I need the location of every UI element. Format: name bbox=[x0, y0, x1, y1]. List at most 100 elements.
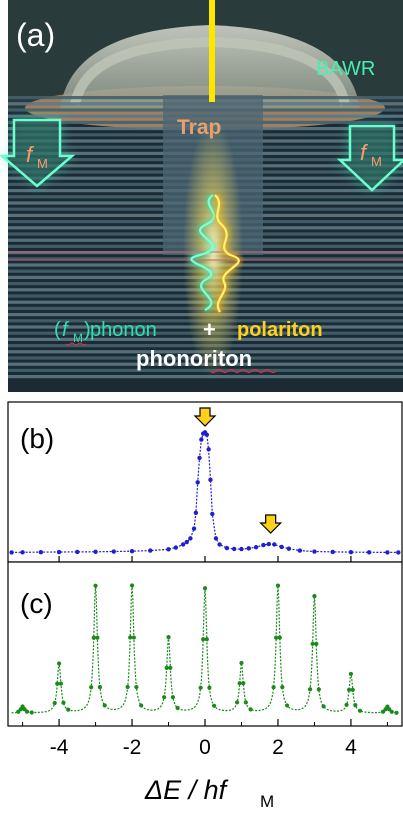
phonoriton-underline bbox=[209, 368, 277, 374]
series-c-point bbox=[52, 700, 57, 706]
phonon-polariton-caption: ( f M ) phonon + polariton phonoriton bbox=[54, 317, 323, 374]
series-c-point bbox=[344, 702, 349, 707]
series-c-point bbox=[235, 700, 240, 705]
series-b-point bbox=[213, 536, 219, 541]
caption-f: f bbox=[62, 319, 70, 341]
series-c-point bbox=[353, 702, 358, 708]
series-b-point bbox=[206, 447, 211, 452]
series-b-point bbox=[239, 546, 244, 552]
series-c-point bbox=[387, 707, 392, 712]
series-c-point bbox=[348, 671, 354, 677]
phonon-wave bbox=[190, 194, 216, 311]
panel-a-label: (a) bbox=[16, 17, 55, 53]
series-c-point bbox=[168, 665, 173, 671]
series-c-point bbox=[394, 710, 399, 715]
series-c-point bbox=[347, 687, 352, 692]
series-c-point bbox=[55, 681, 60, 686]
series-b-point bbox=[396, 550, 401, 555]
series-b-point bbox=[204, 432, 210, 437]
series-c-point bbox=[212, 703, 217, 708]
x-tick-label: 4 bbox=[345, 736, 357, 759]
series-c-point bbox=[89, 685, 94, 690]
panel-b-label: (b) bbox=[20, 423, 54, 454]
series-b-point bbox=[166, 547, 171, 552]
series-b-point bbox=[148, 548, 153, 553]
series-b-point bbox=[272, 542, 277, 547]
series-c-point bbox=[198, 685, 203, 690]
series-b-point bbox=[38, 549, 44, 555]
fm-arrow-right-shape bbox=[336, 124, 403, 192]
caption-open: ( bbox=[54, 319, 61, 341]
fm-underline bbox=[65, 342, 87, 346]
series-c-point bbox=[93, 583, 98, 588]
series-c-point bbox=[66, 707, 71, 712]
series-b-point bbox=[266, 541, 272, 547]
series-c-point bbox=[162, 695, 167, 700]
series-c-point bbox=[237, 681, 242, 686]
caption-sub: M bbox=[73, 331, 83, 345]
x-tick-label: 2 bbox=[272, 736, 284, 759]
series-c-point bbox=[202, 586, 208, 591]
series-b-point bbox=[93, 549, 98, 554]
series-c-point bbox=[97, 685, 103, 690]
plot-c bbox=[11, 583, 399, 715]
fm-left-f: f bbox=[26, 142, 35, 167]
series-c-point bbox=[241, 681, 246, 686]
series-c-point bbox=[280, 685, 285, 690]
spectra: (b) (c) -4 -2 0 2 4 ΔE / hf M bbox=[7, 401, 403, 811]
series-b-point bbox=[56, 549, 62, 555]
series-b-point bbox=[191, 526, 197, 531]
series-b-point bbox=[75, 549, 80, 555]
series-c-point bbox=[316, 687, 321, 692]
series-b-point bbox=[195, 480, 200, 485]
series-b-point bbox=[286, 546, 292, 551]
x-axis-title-sub: M bbox=[260, 792, 274, 811]
series-c-point bbox=[310, 641, 315, 646]
series-c-point bbox=[307, 687, 313, 692]
x-tick-label: 0 bbox=[199, 736, 211, 759]
series-b-point bbox=[210, 511, 215, 517]
series-c-point bbox=[243, 700, 248, 705]
fm-left-sub: M bbox=[37, 156, 48, 171]
series-c-point bbox=[170, 695, 175, 700]
series-b-point bbox=[129, 548, 135, 554]
series-b-point bbox=[231, 546, 237, 552]
series-c-point bbox=[271, 685, 276, 690]
series-b-point bbox=[173, 545, 179, 550]
series-c-point bbox=[175, 705, 180, 711]
series-c-point bbox=[95, 635, 100, 640]
series-c-point bbox=[129, 583, 135, 588]
series-c-point bbox=[275, 583, 281, 588]
series-c-point bbox=[128, 635, 133, 640]
series-c-point bbox=[239, 660, 244, 666]
series-c-point bbox=[131, 635, 136, 640]
series-c-point bbox=[350, 687, 355, 692]
bawr-label: BAWR bbox=[316, 58, 375, 80]
series-b-point bbox=[20, 550, 25, 555]
series-b-point bbox=[279, 544, 284, 550]
plot-b bbox=[9, 407, 401, 555]
x-axis-title: ΔE / hf bbox=[144, 775, 229, 805]
x-axis: -4 -2 0 2 4 bbox=[22, 556, 388, 759]
series-c-point bbox=[284, 703, 290, 708]
series-c-point bbox=[274, 635, 279, 640]
series-c-point bbox=[357, 708, 363, 713]
series-c-point bbox=[102, 703, 107, 708]
series-c-point bbox=[164, 665, 169, 671]
series-b-point bbox=[348, 549, 354, 555]
series-b-point bbox=[9, 550, 14, 555]
series-b-line bbox=[11, 431, 399, 554]
series-b-point bbox=[261, 542, 266, 548]
series-b-point bbox=[199, 437, 204, 442]
fm-arrow-left: f M bbox=[0, 118, 76, 188]
peak-marker-arrow bbox=[259, 514, 283, 534]
series-c-point bbox=[91, 635, 96, 640]
series-b-point bbox=[312, 549, 317, 554]
fm-arrow-left-shape bbox=[0, 118, 76, 188]
series-c-point bbox=[389, 709, 394, 714]
series-c-point bbox=[139, 703, 144, 708]
series-b-point bbox=[330, 549, 335, 555]
series-b-point bbox=[197, 455, 202, 461]
series-c-point bbox=[134, 684, 139, 690]
